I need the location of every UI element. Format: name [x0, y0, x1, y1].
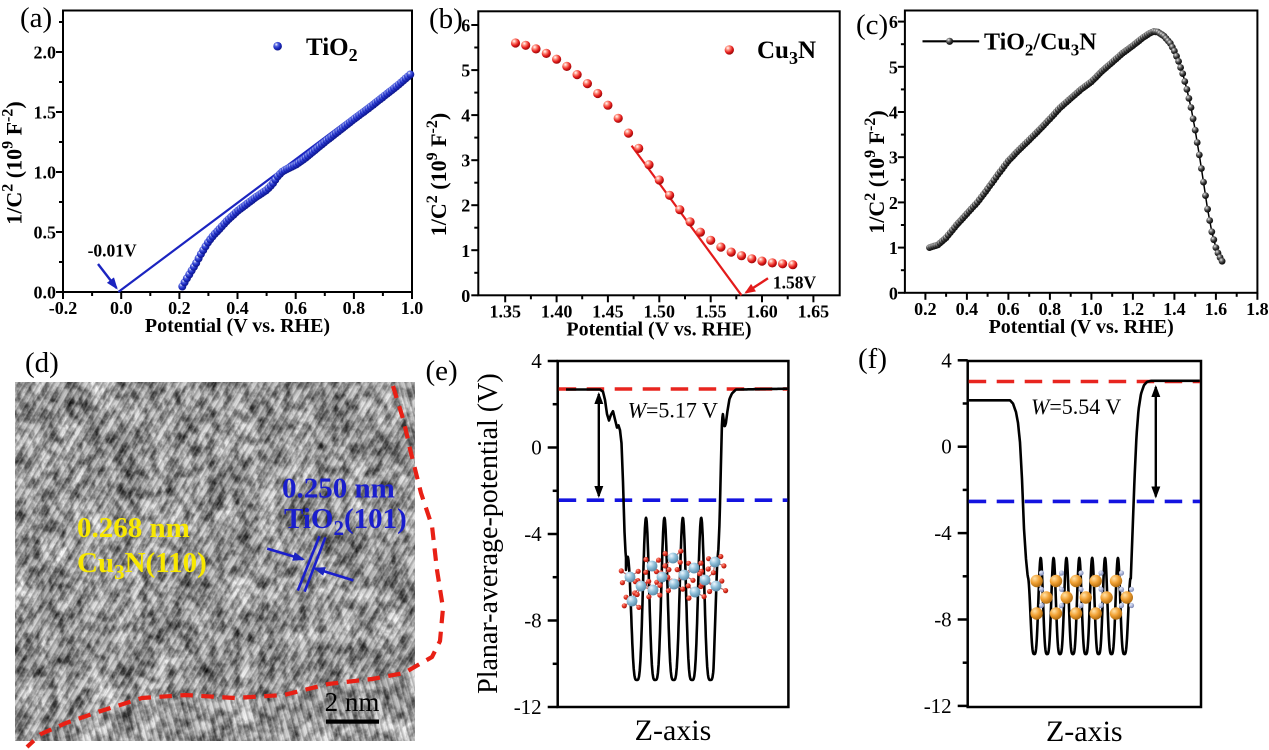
svg-text:0.5: 0.5 [34, 223, 57, 243]
svg-text:2: 2 [461, 196, 470, 216]
svg-text:0: 0 [889, 283, 898, 303]
svg-text:-12: -12 [924, 694, 952, 718]
svg-text:2 nm: 2 nm [325, 687, 380, 717]
svg-text:TiO2(101): TiO2(101) [284, 503, 407, 540]
svg-text:0: 0 [531, 436, 542, 460]
svg-text:(f): (f) [858, 343, 887, 375]
svg-text:-8: -8 [934, 608, 952, 632]
svg-text:0.250 nm: 0.250 nm [282, 473, 395, 505]
svg-text:1.45: 1.45 [592, 301, 624, 321]
svg-text:Potential (V vs. RHE): Potential (V vs. RHE) [989, 316, 1174, 338]
svg-text:1.50: 1.50 [644, 301, 676, 321]
svg-text:0.268 nm: 0.268 nm [77, 512, 190, 544]
svg-text:5: 5 [461, 61, 470, 81]
svg-text:-0.2: -0.2 [49, 298, 78, 318]
svg-text:W=5.54 V: W=5.54 V [1031, 394, 1121, 419]
svg-text:1.0: 1.0 [1080, 299, 1103, 319]
svg-text:(b): (b) [429, 3, 463, 35]
svg-text:Cu3N: Cu3N [757, 37, 816, 68]
svg-text:W=5.17 V: W=5.17 V [628, 398, 718, 423]
svg-text:1.55: 1.55 [695, 301, 727, 321]
svg-text:0.2: 0.2 [914, 299, 937, 319]
svg-text:1.5: 1.5 [34, 103, 57, 123]
svg-text:-4: -4 [934, 521, 952, 545]
svg-text:TiO2/Cu3N: TiO2/Cu3N [984, 30, 1097, 60]
svg-text:1.35: 1.35 [489, 301, 521, 321]
svg-text:TiO2: TiO2 [306, 34, 358, 65]
svg-text:(a): (a) [20, 2, 52, 34]
svg-text:1.6: 1.6 [1205, 299, 1228, 319]
svg-text:1.8: 1.8 [1246, 299, 1269, 319]
svg-text:0.8: 0.8 [343, 298, 366, 318]
svg-text:1: 1 [461, 241, 470, 261]
svg-text:Potential (V vs. RHE): Potential (V vs. RHE) [566, 318, 751, 340]
svg-text:0.0: 0.0 [110, 298, 133, 318]
svg-text:-4: -4 [524, 522, 542, 546]
svg-text:0.2: 0.2 [168, 298, 191, 318]
svg-text:Z-axis: Z-axis [635, 714, 712, 747]
svg-text:0.0: 0.0 [34, 283, 57, 303]
svg-text:0.4: 0.4 [956, 299, 979, 319]
svg-text:4: 4 [889, 103, 898, 123]
svg-text:1/C2 (109 F-2): 1/C2 (109 F-2) [862, 110, 889, 233]
svg-text:Z-axis: Z-axis [1046, 715, 1123, 748]
svg-text:(c): (c) [856, 9, 888, 41]
svg-text:1.58V: 1.58V [773, 273, 817, 293]
svg-text:Cu3N(110): Cu3N(110) [77, 547, 207, 584]
svg-text:4: 4 [461, 106, 470, 126]
svg-text:1.2: 1.2 [1122, 299, 1145, 319]
svg-text:4: 4 [531, 349, 542, 373]
svg-text:5: 5 [889, 57, 898, 77]
svg-text:6: 6 [889, 12, 898, 32]
svg-text:3: 3 [889, 148, 898, 168]
svg-text:4: 4 [941, 348, 952, 372]
svg-text:0.4: 0.4 [226, 298, 249, 318]
svg-text:1.65: 1.65 [798, 301, 830, 321]
svg-text:(d): (d) [25, 347, 59, 379]
svg-text:1/C2 (109 F-2): 1/C2 (109 F-2) [424, 113, 451, 236]
svg-text:2: 2 [889, 193, 898, 213]
svg-text:0.6: 0.6 [997, 299, 1020, 319]
svg-text:-0.01V: -0.01V [88, 241, 137, 261]
svg-text:1.0: 1.0 [401, 298, 424, 318]
svg-text:0: 0 [941, 435, 952, 459]
svg-text:6: 6 [461, 16, 470, 36]
svg-text:0.8: 0.8 [1039, 299, 1062, 319]
svg-text:1.60: 1.60 [746, 301, 778, 321]
svg-text:1: 1 [889, 238, 898, 258]
svg-text:Planar-average-potential (V): Planar-average-potential (V) [473, 373, 504, 694]
svg-text:1.0: 1.0 [34, 163, 57, 183]
svg-text:1.4: 1.4 [1163, 299, 1186, 319]
svg-text:0.6: 0.6 [284, 298, 307, 318]
svg-text:0: 0 [461, 286, 470, 306]
svg-text:1.40: 1.40 [541, 301, 573, 321]
svg-text:2.0: 2.0 [34, 43, 57, 63]
svg-text:Potential (V vs. RHE): Potential (V vs. RHE) [145, 315, 330, 337]
svg-text:1/C2 (109 F-2): 1/C2 (109 F-2) [0, 101, 27, 224]
svg-text:-8: -8 [524, 609, 542, 633]
svg-text:(e): (e) [426, 355, 458, 387]
svg-text:3: 3 [461, 151, 470, 171]
svg-text:-12: -12 [514, 695, 542, 719]
